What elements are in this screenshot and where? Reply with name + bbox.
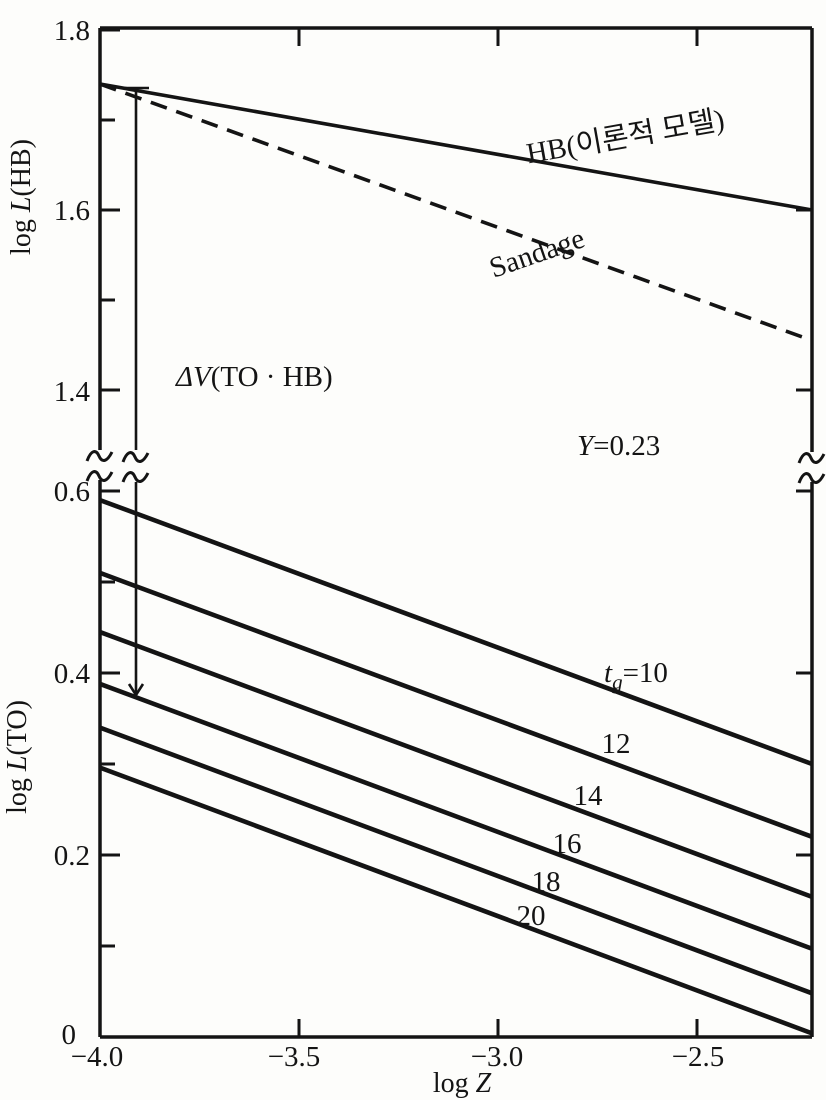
delta-v-marker <box>123 86 149 698</box>
axis-break-icon <box>121 471 150 483</box>
delta-v-label: ΔV(TO · HB) <box>175 361 333 393</box>
delta-v-rest: (TO · HB) <box>211 361 333 393</box>
x-axis-tick-labels: −4.0 −3.5 −3.0 −2.5 <box>71 1041 725 1073</box>
y-tick-0.2: 0.2 <box>54 840 90 872</box>
axis-break-icon <box>797 472 826 484</box>
y-axis-bottom-title: log L(TO) <box>2 700 33 814</box>
series-line-tg-14 <box>99 629 813 900</box>
tg-20-label: 20 <box>517 900 546 932</box>
tg-14-label: 14 <box>574 780 604 812</box>
plot-frame <box>98 26 814 1039</box>
x-tick--2.5: −2.5 <box>672 1041 725 1073</box>
series-line-tg-12 <box>99 570 813 839</box>
y-top-title-hb: (HB) <box>6 139 37 197</box>
axis-break-icon <box>85 450 114 462</box>
bottom-panel-series <box>99 497 813 1036</box>
tg-t: t <box>604 657 613 689</box>
y-tick-0.4: 0.4 <box>54 658 91 690</box>
y-axis-top-tick-labels: 1.8 1.6 1.4 <box>54 15 91 408</box>
y-tick-0: 0 <box>62 1019 77 1051</box>
series-line-tg-10 <box>99 497 813 767</box>
x-title-log: log <box>433 1068 476 1099</box>
helium-abundance-label: Y=0.23 <box>577 430 660 462</box>
hb-line-label: HB(이론적 모델) <box>524 104 727 170</box>
tg-16-label: 16 <box>553 828 582 860</box>
x-tick--3.5: −3.5 <box>268 1041 321 1073</box>
y-bottom-title-to: (TO) <box>2 700 33 755</box>
tg-subscript-g: g <box>612 670 623 694</box>
delta-v-symbol: ΔV <box>175 361 214 393</box>
tg-18-label: 18 <box>532 866 561 898</box>
sandage-line-label: Sandage <box>485 222 588 284</box>
y-bottom-title-L: L <box>2 756 33 773</box>
axis-break-icon <box>797 452 826 464</box>
series-line-sandage <box>99 82 813 343</box>
tick-marks <box>100 28 812 1037</box>
x-title-Z: Z <box>476 1068 492 1099</box>
helium-value: =0.23 <box>593 430 660 462</box>
x-tick--4.0: −4.0 <box>71 1041 124 1073</box>
axis-break-icon <box>85 470 114 482</box>
axis-break-icon <box>121 451 150 463</box>
y-tick-1.8: 1.8 <box>54 15 90 47</box>
series-line-tg-20 <box>99 765 813 1036</box>
y-top-title-L: L <box>6 197 37 214</box>
x-tick--3.0: −3.0 <box>471 1041 524 1073</box>
series-line-tg-16 <box>99 681 813 951</box>
tg-10-label: tg=10 <box>604 657 668 694</box>
tg-12-label: 12 <box>602 728 631 760</box>
helium-Y: Y <box>577 430 596 462</box>
y-tick-1.6: 1.6 <box>54 195 90 227</box>
axis-break-marks <box>85 450 826 484</box>
tg-equals-10: =10 <box>623 657 668 689</box>
y-bottom-title-log: log <box>2 771 33 814</box>
y-top-title-log: log <box>6 212 37 255</box>
x-axis-title: log Z <box>433 1068 492 1099</box>
arrowhead-down-icon <box>127 683 145 698</box>
y-axis-top-title: log L(HB) <box>6 139 37 255</box>
y-tick-1.4: 1.4 <box>54 376 91 408</box>
series-line-tg-18 <box>99 725 813 996</box>
top-panel-series <box>99 82 813 343</box>
y-axis-bottom-tick-labels: 0.6 0.4 0.2 0 <box>54 476 91 1051</box>
series-line-hb-theoretical-model <box>99 82 813 212</box>
y-tick-0.6: 0.6 <box>54 476 90 508</box>
